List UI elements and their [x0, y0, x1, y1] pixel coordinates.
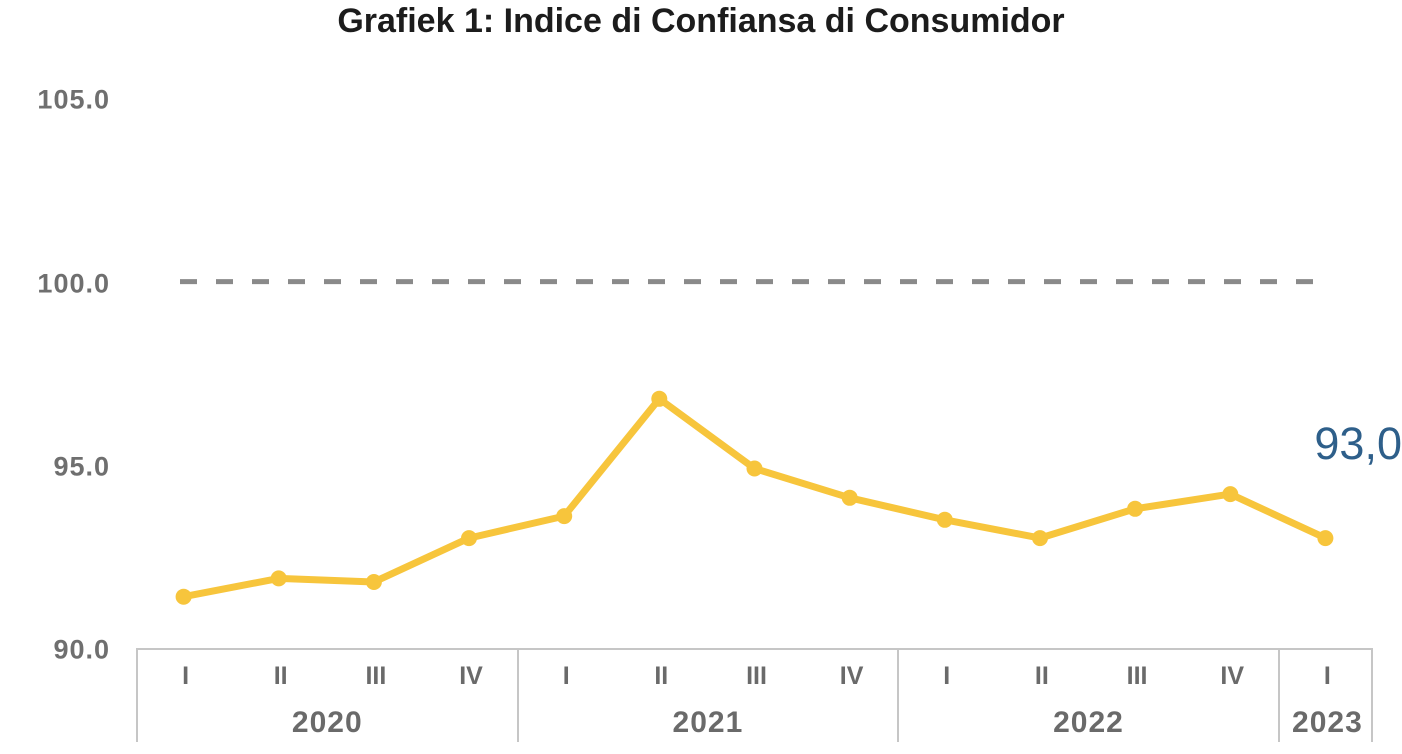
y-axis-tick-label: 105.0 — [37, 84, 110, 115]
data-point-marker — [746, 460, 763, 477]
x-axis-year-label: 2021 — [672, 706, 744, 739]
x-axis-quarter-label: II — [1034, 662, 1049, 690]
x-axis-quarter-label: III — [365, 662, 387, 690]
chart-title: Grafiek 1: Indice di Confiansa di Consum… — [337, 2, 1065, 40]
x-axis-quarter-label: II — [654, 662, 669, 690]
x-axis-year-label: 2023 — [1292, 706, 1363, 739]
last-value-label: 93,0 — [1314, 418, 1402, 469]
x-axis-year-label: 2020 — [291, 706, 363, 739]
data-point-marker — [1032, 530, 1048, 547]
y-axis-tick-label: 100.0 — [37, 268, 110, 299]
year-group-2022: I II III IV 2022 — [899, 650, 1280, 742]
x-axis-quarter-label: IV — [1220, 662, 1244, 690]
data-point-marker — [1317, 530, 1334, 547]
data-point-marker — [841, 489, 858, 506]
x-axis-quarter-label: III — [746, 662, 767, 690]
data-point-marker — [936, 511, 953, 528]
data-point-marker — [1222, 486, 1239, 503]
year-group-2020: I II III IV 2020 — [138, 650, 519, 742]
x-axis-quarter-label: I — [943, 662, 951, 690]
data-point-marker — [556, 508, 573, 525]
data-point-marker — [1127, 500, 1144, 517]
confidence-line-series — [180, 395, 1329, 601]
x-axis-quarter-label: II — [273, 662, 288, 690]
data-point-marker — [461, 530, 477, 547]
data-point-marker — [270, 570, 287, 587]
data-point-marker — [651, 390, 668, 407]
year-group-2021: I II III IV 2021 — [519, 650, 900, 742]
x-axis-band: I II III IV 2020 I II III IV 2021 I II III IV 2022 I 202… — [136, 648, 1373, 742]
x-axis-quarter-label: IV — [839, 662, 864, 690]
year-group-2023: I 2023 — [1280, 650, 1375, 742]
x-axis-quarter-label: I — [182, 662, 190, 690]
data-point-marker — [175, 588, 192, 605]
data-point-marker — [365, 574, 382, 590]
x-axis-quarter-label: IV — [459, 662, 483, 690]
x-axis-year-label: 2022 — [1053, 706, 1124, 739]
y-axis-tick-label: 90.0 — [53, 634, 110, 665]
x-axis-quarter-label: I — [1323, 662, 1331, 690]
y-axis-tick-label: 95.0 — [53, 451, 110, 482]
x-axis-quarter-label: I — [562, 662, 570, 690]
x-axis-quarter-label: III — [1126, 662, 1148, 690]
